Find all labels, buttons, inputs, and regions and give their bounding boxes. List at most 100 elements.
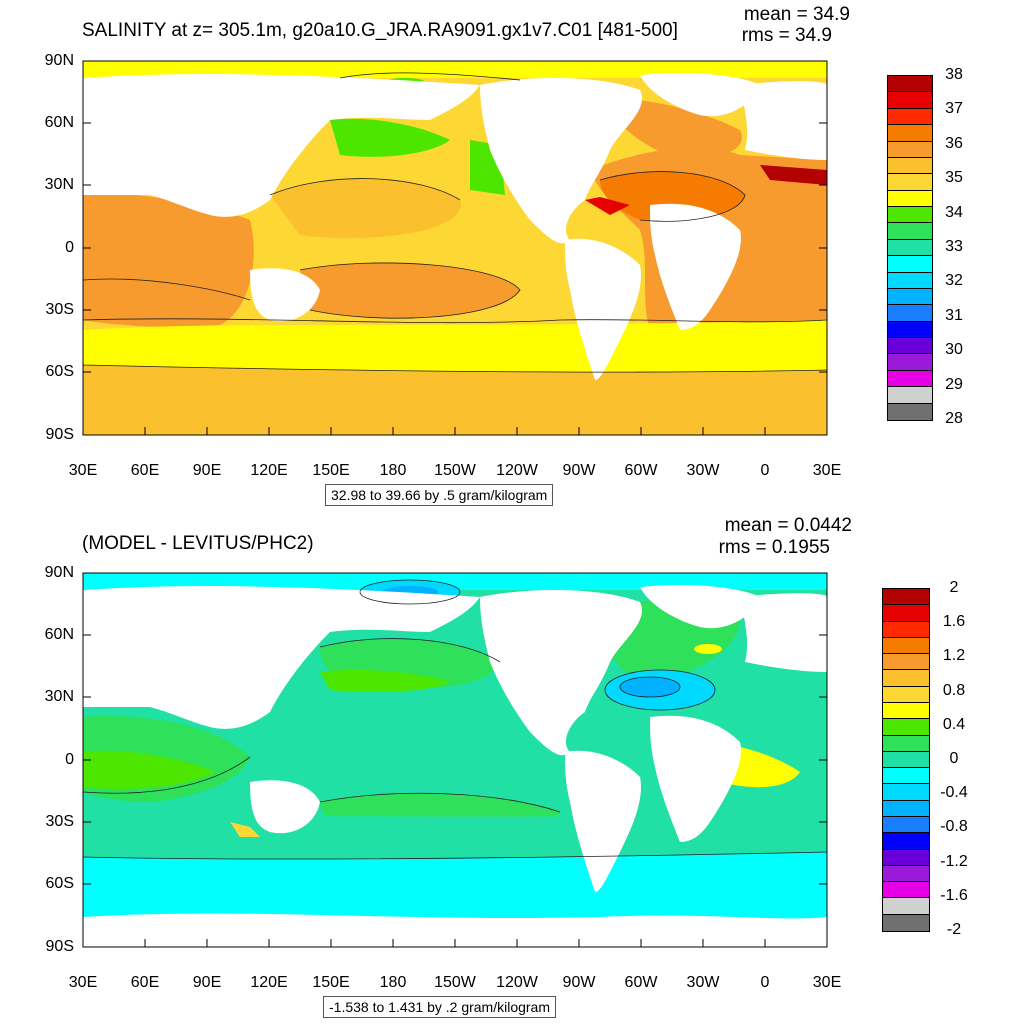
colorbar-label: 0.8 xyxy=(942,681,966,699)
lat-label-60n: 60N xyxy=(44,114,74,131)
lat-label-90s: 90S xyxy=(45,938,74,955)
colorbar-label: 36 xyxy=(945,134,963,152)
lat-label-30n: 30N xyxy=(44,688,74,705)
colorbar-swatch xyxy=(888,403,932,420)
colorbar-swatch xyxy=(883,605,929,622)
colorbar-swatch xyxy=(883,816,929,834)
colorbar-swatch xyxy=(888,305,932,322)
salinity-difference-map xyxy=(82,572,828,948)
colorbar-swatch xyxy=(883,686,929,703)
salinity-map xyxy=(82,60,828,436)
lat-label-60s: 60S xyxy=(45,875,74,892)
colorbar-swatch xyxy=(888,256,932,273)
colorbar-swatch xyxy=(888,272,932,289)
lon-label: 90W xyxy=(562,462,596,479)
contour-lines xyxy=(83,579,827,860)
colorbar-label: -1.6 xyxy=(940,886,968,904)
panel2-colorbar xyxy=(882,588,930,932)
north-pacific-gyre xyxy=(270,178,461,239)
colorbar-label: 0 xyxy=(949,750,959,767)
lon-label: 150W xyxy=(434,462,476,479)
colorbar-swatch xyxy=(883,589,929,606)
land xyxy=(83,73,827,435)
colorbar-label: 2 xyxy=(949,579,959,596)
colorbar-swatch xyxy=(883,833,929,850)
colorbar-swatch xyxy=(883,914,929,931)
tick-marks xyxy=(82,572,828,947)
lon-label: 60W xyxy=(624,462,658,479)
panel1-rms: rms = 34.9 xyxy=(741,25,832,46)
lon-label: 30W xyxy=(686,974,720,991)
lon-label: 180 xyxy=(379,974,407,991)
colorbar-swatch xyxy=(883,898,929,915)
colorbar-swatch xyxy=(888,108,932,126)
lon-label: 180 xyxy=(379,462,407,479)
red-sea-red xyxy=(760,165,827,185)
land xyxy=(83,585,827,947)
lon-label: 150W xyxy=(434,974,476,991)
colorbar-label: 1.6 xyxy=(942,613,966,631)
colorbar-swatch xyxy=(883,621,929,638)
lon-label: 150E xyxy=(312,974,350,991)
colorbar-label: -1.2 xyxy=(940,852,968,870)
lat-label-60s: 60S xyxy=(45,363,74,380)
colorbar-swatch xyxy=(888,321,932,338)
colorbar-swatch xyxy=(888,223,932,240)
lon-label: 150E xyxy=(312,462,350,479)
colorbar-swatch xyxy=(883,882,929,899)
lat-label-90s: 90S xyxy=(45,426,74,443)
colorbar-label: 33 xyxy=(945,238,963,255)
colorbar-swatch xyxy=(883,654,929,671)
north-pacific-light-green xyxy=(320,670,450,692)
lon-label: 90E xyxy=(192,974,222,991)
colorbar-label: 28 xyxy=(945,410,963,427)
lat-label-90n: 90N xyxy=(44,564,74,581)
lon-label: 0 xyxy=(760,462,770,479)
colorbar-swatch xyxy=(888,190,932,207)
lon-label: 90E xyxy=(192,462,222,479)
colorbar-swatch xyxy=(883,784,929,801)
lat-label-30n: 30N xyxy=(44,176,74,193)
lat-label-30s: 30S xyxy=(45,813,74,830)
lon-label: 30E xyxy=(68,974,98,991)
indian-ocean-orange xyxy=(83,193,254,328)
colorbar-swatch xyxy=(883,637,929,655)
lon-label: 60W xyxy=(624,974,658,991)
colorbar-swatch xyxy=(883,670,929,687)
colorbar-swatch xyxy=(883,702,929,720)
colorbar-swatch xyxy=(888,338,932,355)
colorbar-swatch xyxy=(883,735,929,752)
lon-label: 120E xyxy=(250,974,288,991)
colorbar-swatch xyxy=(883,865,929,883)
contour-lines xyxy=(83,72,827,373)
southern-band xyxy=(83,812,827,857)
lon-label: 120W xyxy=(496,974,538,991)
colorbar-swatch xyxy=(883,800,929,817)
lat-label-90n: 90N xyxy=(44,52,74,69)
colorbar-swatch xyxy=(888,76,932,93)
lon-label: 30W xyxy=(686,462,720,479)
southern-yellow-band xyxy=(83,320,827,373)
lon-label: 120W xyxy=(496,462,538,479)
colorbar-swatch xyxy=(883,719,929,736)
north-pacific-green xyxy=(330,118,450,157)
colorbar-swatch xyxy=(888,125,932,142)
panel2-rms: rms = 0.1955 xyxy=(718,537,830,558)
colorbar-label: 31 xyxy=(945,306,963,324)
mediterranean-red xyxy=(585,197,630,215)
colorbar-swatch xyxy=(888,207,932,224)
colorbar-swatch xyxy=(883,751,929,769)
panel2-contour-info: -1.538 to 1.431 by .2 gram/kilogram xyxy=(323,996,557,1018)
indian-ocean-light-green xyxy=(83,750,215,789)
panel2-mean: mean = 0.0442 xyxy=(724,515,852,536)
colorbar-label: 30 xyxy=(945,341,963,359)
north-atlantic-high xyxy=(600,171,745,222)
lon-label: 30E xyxy=(68,462,98,479)
colorbar-label: 35 xyxy=(945,169,963,187)
panel1-colorbar xyxy=(887,75,933,421)
panel1-contour-info: 32.98 to 39.66 by .5 gram/kilogram xyxy=(325,484,554,506)
colorbar-swatch xyxy=(888,92,932,109)
australia-yellow xyxy=(230,822,260,837)
lon-label: 120E xyxy=(250,462,288,479)
arctic-band xyxy=(83,573,827,590)
